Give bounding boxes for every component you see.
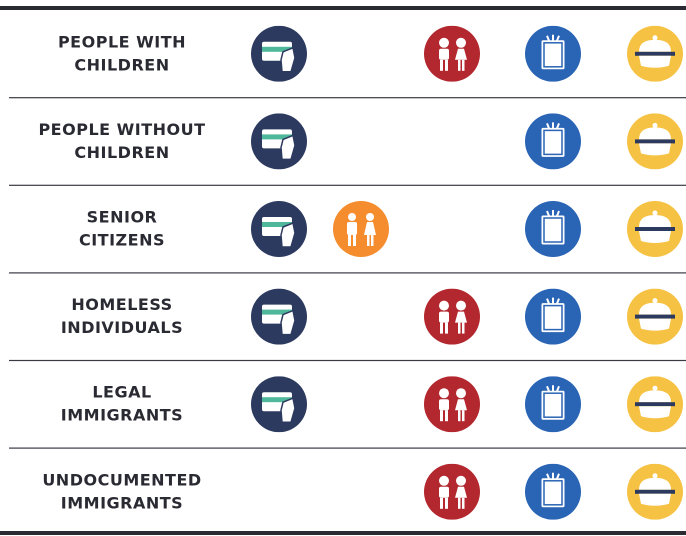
icon-kids	[424, 25, 480, 82]
row-label: CITIZENS	[79, 231, 165, 250]
icon-notepad	[525, 201, 581, 257]
icon-card	[251, 113, 307, 170]
icon-pot	[627, 376, 683, 433]
icon-pot	[627, 25, 683, 82]
icon-pot	[627, 201, 683, 257]
icon-kids	[424, 376, 480, 433]
icon-card	[251, 25, 307, 82]
icon-card	[251, 376, 307, 433]
icon-pot	[627, 113, 683, 170]
icon-card	[251, 201, 307, 257]
icon-pot	[627, 463, 683, 520]
row-label: UNDOCUMENTED	[42, 470, 201, 489]
icon-notepad	[525, 113, 581, 170]
row-label: INDIVIDUALS	[61, 318, 183, 337]
row-label: IMMIGRANTS	[61, 493, 183, 512]
icon-notepad	[525, 25, 581, 82]
row-label: PEOPLE WITH	[58, 32, 186, 51]
top-rule	[0, 6, 686, 10]
row-label: CHILDREN	[74, 143, 169, 162]
row-divider	[9, 447, 686, 449]
icon-kids	[424, 288, 480, 345]
row-divider	[9, 97, 686, 99]
row-label: PEOPLE WITHOUT	[38, 120, 205, 139]
icon-notepad	[525, 463, 581, 520]
row-divider	[9, 272, 686, 274]
row-divider	[9, 359, 686, 362]
icon-notepad	[525, 376, 581, 433]
icon-card	[251, 288, 307, 345]
row-label: SENIOR	[87, 208, 158, 227]
icon-senior	[333, 201, 389, 257]
bottom-rule	[0, 531, 686, 535]
icon-notepad	[525, 288, 581, 345]
row-label: CHILDREN	[74, 55, 169, 74]
icon-kids	[424, 463, 480, 520]
row-label: LEGAL	[92, 383, 151, 402]
row-divider	[9, 184, 686, 186]
row-label: HOMELESS	[71, 295, 172, 314]
icon-pot	[627, 288, 683, 345]
row-label: IMMIGRANTS	[61, 406, 183, 425]
